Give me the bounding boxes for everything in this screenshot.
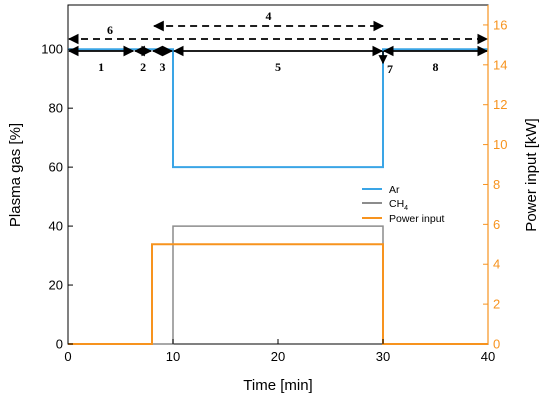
legend-label-ch4-main: CH [389,198,404,210]
phase-label-8: 8 [433,60,439,74]
y-left-tick-label: 40 [49,219,63,234]
x-tick-label: 0 [64,349,71,364]
legend: Ar CH4 Power input [362,184,445,225]
right-y-axis: 0 2 4 6 8 10 12 14 16 [483,5,507,352]
legend-label-ch4-subscript: 4 [404,205,408,212]
y-right-tick-label: 12 [493,97,507,112]
y-left-tick-label: 20 [49,278,63,293]
y-right-tick-label: 8 [493,177,500,192]
y-right-tick-label: 16 [493,17,507,32]
left-y-axis-title: Plasma gas [%] [7,123,24,227]
phase-label-6: 6 [107,23,113,37]
phase-label-7: 7 [387,62,393,76]
legend-label-ch4: CH4 [389,198,408,212]
x-tick-label: 30 [376,349,390,364]
phase-label-1: 1 [98,60,104,74]
phase-annotations: 641 2 3 5 7 8 [67,9,489,76]
right-y-axis-title: Power input [kW] [523,118,540,231]
x-tick-label: 10 [166,349,180,364]
y-right-tick-label: 4 [493,257,500,272]
x-tick-label: 20 [271,349,285,364]
phase-label-4: 4 [266,9,272,23]
y-left-tick-label: 100 [41,42,63,57]
legend-label-power: Power input [389,213,445,225]
y-right-tick-label: 6 [493,217,500,232]
x-axis: 0 10 20 30 40 [64,339,495,364]
y-right-tick-label: 10 [493,137,507,152]
phase-label-2: 2 [140,60,146,74]
phase-label-3: 3 [160,60,166,74]
y-left-tick-label: 80 [49,101,63,116]
y-right-tick-label: 14 [493,57,507,72]
legend-label-ar: Ar [389,184,400,196]
y-left-tick-label: 60 [49,160,63,175]
x-axis-title: Time [min] [243,377,312,394]
phase-label-5: 5 [275,60,281,74]
series-layer [68,48,488,345]
series-line-power [68,243,488,345]
left-y-axis: 0 20 40 60 80 100 [41,42,73,352]
y-left-tick-label: 0 [56,337,63,352]
y-right-tick-label: 0 [493,337,500,352]
x-tick-label: 40 [481,349,495,364]
plot-frame [67,4,489,345]
y-right-tick-label: 2 [493,297,500,312]
